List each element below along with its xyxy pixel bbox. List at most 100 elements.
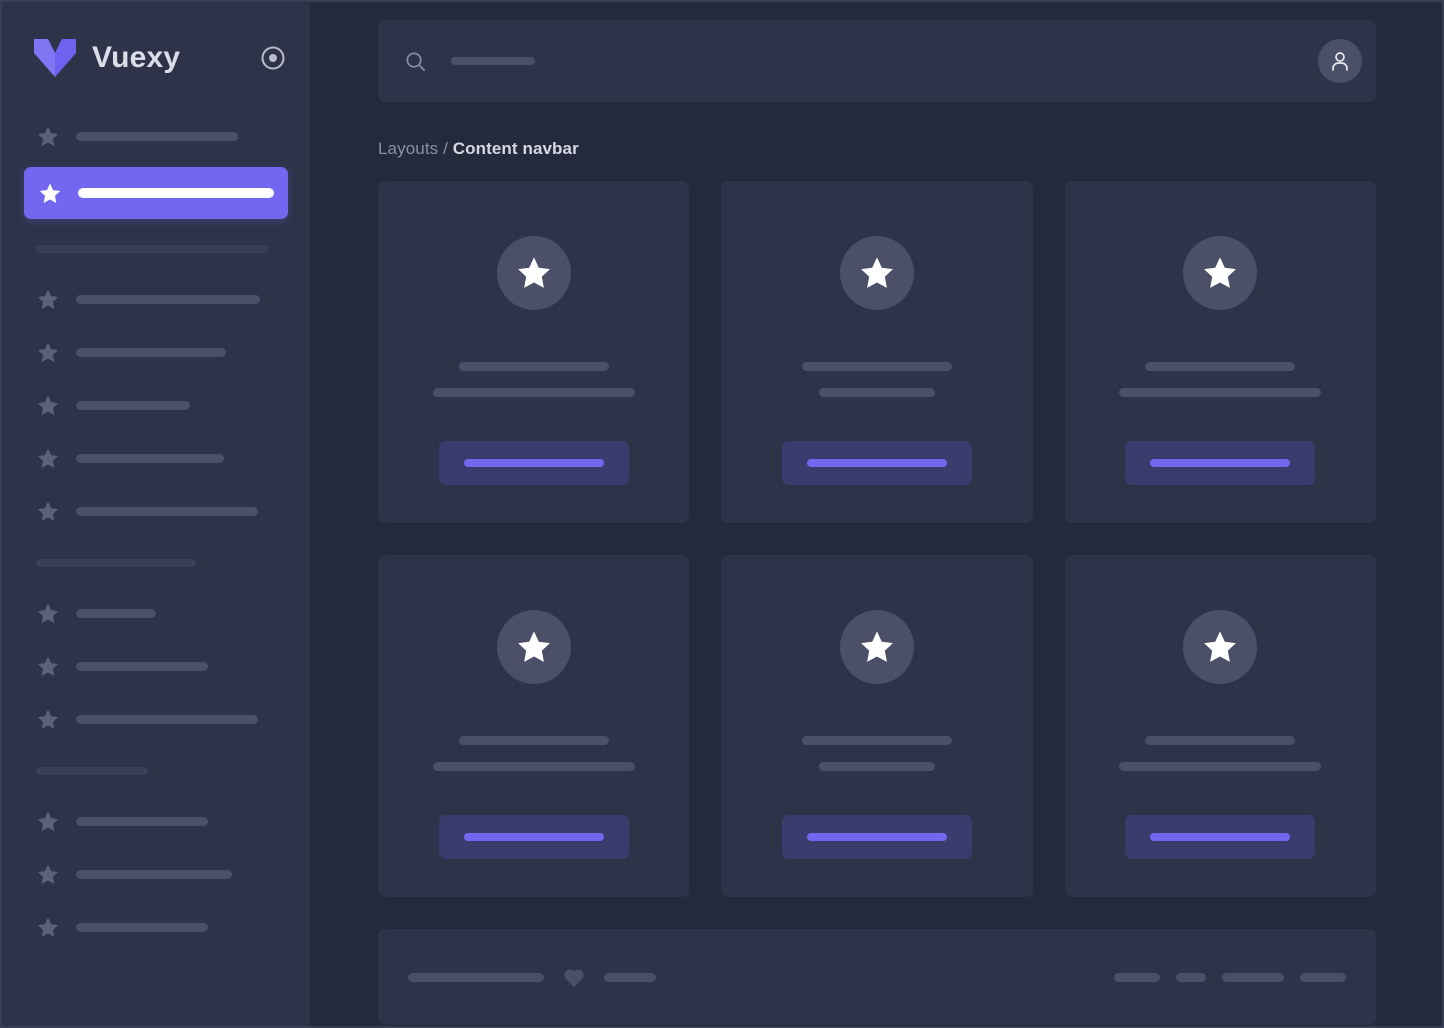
sidebar-item-label-skeleton [76, 922, 208, 932]
breadcrumb-separator: / [443, 139, 448, 158]
card-avatar [1183, 236, 1258, 310]
sidebar-group-0 [2, 114, 310, 219]
footer-right-group [1114, 972, 1346, 982]
sidebar-item-label-skeleton [76, 506, 258, 516]
content-card [378, 181, 690, 523]
content-card [1064, 555, 1376, 897]
card-button-label-skeleton [806, 833, 947, 841]
card-action-button[interactable] [781, 441, 972, 485]
sidebar-item-label-skeleton [76, 661, 208, 671]
sidebar-item[interactable] [24, 591, 288, 635]
star-icon [39, 183, 61, 203]
card-button-label-skeleton [1150, 459, 1291, 467]
search-icon[interactable] [404, 50, 427, 73]
breadcrumb-parent[interactable]: Layouts [378, 139, 439, 158]
card-text-skeleton [721, 362, 1032, 397]
sidebar-section-divider [2, 559, 310, 567]
sidebar-item[interactable] [24, 697, 288, 741]
sidebar-item-active[interactable] [24, 167, 288, 219]
card-action-button[interactable] [781, 815, 972, 859]
card-title-skeleton [801, 736, 952, 745]
pin-circle-dot-icon[interactable] [260, 45, 286, 71]
sidebar-item-label-skeleton [76, 869, 232, 879]
sidebar-item[interactable] [24, 489, 288, 533]
sidebar-item[interactable] [24, 644, 288, 688]
sidebar-item-label-skeleton [76, 453, 224, 463]
card-subtitle-skeleton [1119, 388, 1322, 397]
sidebar-item[interactable] [24, 383, 288, 427]
star-icon [517, 631, 550, 662]
card-avatar [839, 610, 914, 684]
card-subtitle-skeleton [432, 762, 635, 771]
footer-skeleton-bar [1114, 972, 1160, 982]
card-title-skeleton [458, 362, 609, 371]
star-icon [37, 448, 59, 468]
star-icon [861, 631, 893, 662]
star-icon [1204, 257, 1237, 288]
sidebar-item[interactable] [24, 114, 288, 158]
star-icon [37, 709, 59, 729]
card-action-button[interactable] [1125, 815, 1316, 859]
card-button-label-skeleton [806, 459, 947, 467]
sidebar-item[interactable] [24, 905, 288, 949]
card-button-label-skeleton [463, 459, 604, 467]
star-icon [517, 257, 550, 288]
star-icon [37, 864, 59, 884]
sidebar-group-3 [2, 799, 310, 949]
card-text-skeleton [378, 736, 689, 771]
card-avatar [496, 236, 571, 310]
star-icon [37, 342, 59, 362]
card-button-label-skeleton [463, 833, 604, 841]
sidebar-item[interactable] [24, 852, 288, 896]
breadcrumb-current: Content navbar [452, 139, 579, 158]
star-icon [37, 603, 59, 623]
card-action-button[interactable] [1125, 441, 1316, 485]
star-icon [37, 656, 59, 676]
brand-header: Vuexy [2, 2, 310, 114]
star-icon [37, 395, 59, 415]
sidebar-item[interactable] [24, 436, 288, 480]
card-avatar [1183, 610, 1258, 684]
heart-icon[interactable] [562, 966, 586, 988]
avatar[interactable] [1318, 39, 1362, 83]
sidebar-item-label-skeleton [76, 400, 190, 410]
card-action-button[interactable] [438, 815, 629, 859]
content-card [378, 555, 690, 897]
star-icon [861, 257, 893, 288]
card-button-label-skeleton [1150, 833, 1291, 841]
sidebar-item-label-skeleton [76, 131, 238, 141]
vuexy-v-logo-icon [34, 39, 76, 77]
sidebar-nav [2, 114, 310, 949]
card-title-skeleton [801, 362, 952, 371]
card-action-button[interactable] [438, 441, 629, 485]
sidebar-item-label-skeleton [76, 714, 258, 724]
sidebar-item-label-skeleton [76, 608, 156, 618]
search-input-placeholder[interactable] [451, 57, 535, 65]
card-text-skeleton [721, 736, 1032, 771]
footer-skeleton-bar [408, 972, 544, 982]
sidebar-group-1 [2, 277, 310, 533]
content-card [1064, 181, 1376, 523]
card-subtitle-skeleton [818, 762, 935, 771]
sidebar-section-divider [2, 245, 310, 253]
search-input[interactable] [535, 41, 1318, 81]
card-subtitle-skeleton [1119, 762, 1322, 771]
user-avatar-icon [1332, 52, 1348, 71]
card-title-skeleton [1145, 362, 1296, 371]
footer-skeleton-bar [1176, 972, 1206, 982]
sidebar-item-label-skeleton [76, 294, 260, 304]
sidebar-item[interactable] [24, 277, 288, 321]
footer-left-group [408, 966, 656, 988]
star-icon [1204, 631, 1237, 662]
card-avatar [496, 610, 571, 684]
sidebar-item[interactable] [24, 799, 288, 843]
star-icon [37, 126, 59, 146]
card-grid [378, 181, 1376, 897]
sidebar-item[interactable] [24, 330, 288, 374]
star-icon [37, 811, 59, 831]
footer-skeleton-bar [604, 972, 656, 982]
footer-card [378, 929, 1376, 1025]
star-icon [37, 917, 59, 937]
sidebar-item-label-skeleton [78, 188, 274, 198]
